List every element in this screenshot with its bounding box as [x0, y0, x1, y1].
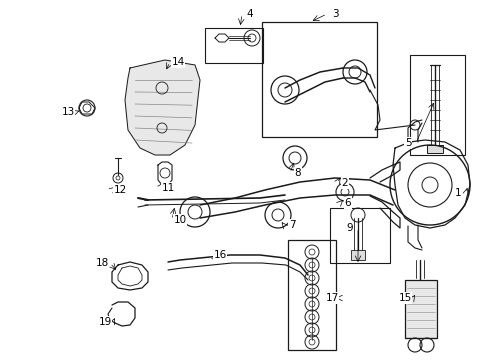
Bar	[262, 22, 376, 137]
Text: 14: 14	[171, 57, 184, 67]
Text: 1: 1	[454, 188, 460, 198]
Text: 18: 18	[95, 258, 108, 268]
Text: 4: 4	[246, 9, 253, 19]
Text: 13: 13	[61, 107, 75, 117]
Bar	[329, 208, 389, 263]
Text: 19: 19	[98, 317, 111, 327]
Text: 7: 7	[288, 220, 295, 230]
Bar	[350, 250, 364, 260]
Text: 17: 17	[325, 293, 338, 303]
Text: 3: 3	[331, 9, 338, 19]
Text: 2: 2	[341, 178, 347, 188]
Text: 6: 6	[344, 198, 350, 208]
Text: 9: 9	[346, 223, 353, 233]
Bar	[409, 55, 464, 155]
Text: 10: 10	[173, 215, 186, 225]
Text: 5: 5	[404, 138, 410, 148]
Bar	[426, 145, 442, 153]
Text: 8: 8	[294, 168, 301, 178]
Bar	[287, 240, 335, 350]
Text: 16: 16	[213, 250, 226, 260]
Text: 15: 15	[398, 293, 411, 303]
Bar	[404, 280, 436, 338]
Text: 12: 12	[113, 185, 126, 195]
Polygon shape	[125, 60, 200, 155]
Text: 11: 11	[161, 183, 174, 193]
Bar	[204, 28, 263, 63]
